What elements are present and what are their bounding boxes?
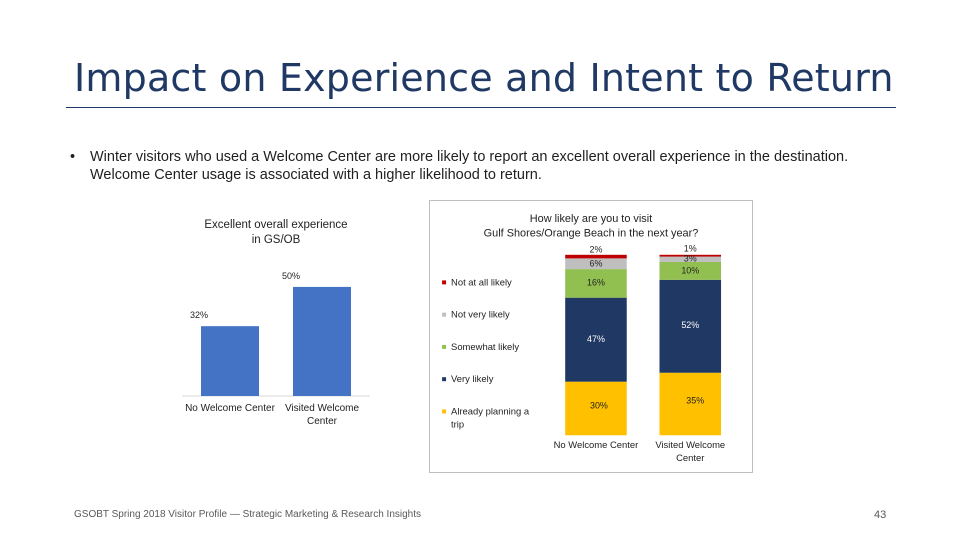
chart2-segment [565,254,627,259]
chart2-segment-label: 30% [590,400,608,410]
chart2-segment-label: 6% [590,259,603,269]
chart1-bar-label: 50% [282,271,300,281]
chart2-legend-swatch [442,280,447,285]
chart2-legend-label: Not very likely [451,309,510,320]
chart1-category-label: Center [307,416,338,427]
chart2-segment [659,372,722,436]
chart1-bar [293,286,351,396]
chart2-segment-label: 10% [681,265,699,275]
page-title: Impact on Experience and Intent to Retur… [74,56,894,100]
page-number: 43 [874,509,887,521]
chart1-bar-label: 32% [190,310,208,320]
bullet-marker: • [70,149,76,165]
chart2-segment-label: 35% [686,396,704,406]
chart2-title-line: Gulf Shores/Orange Beach in the next yea… [484,228,699,240]
chart2-segment [659,256,722,262]
chart2-category-label: Center [676,452,704,463]
chart1-title-line: in GS/OB [252,234,301,246]
chart2-segment-label: 3% [684,254,697,264]
chart2-segment [565,297,627,382]
title-divider [66,107,896,108]
chart2-segment-label: 52% [681,320,699,330]
summary-bullet: • Winter visitors who used a Welcome Cen… [70,148,910,184]
chart1-bar [201,326,259,396]
chart2-title-line: How likely are you to visit [530,213,652,225]
chart2-legend-label: Not at all likely [451,276,512,287]
chart2-legend-label: trip [451,418,464,429]
chart2-segment-label: 16% [587,277,605,287]
chart2-segment [565,258,627,270]
chart1-category-label: No Welcome Center [185,403,276,414]
chart1-category-label: Visited Welcome [285,403,360,414]
chart2-category-label: Visited Welcome [655,439,725,450]
chart2-segment [659,254,722,257]
chart2-segment-label: 47% [587,334,605,344]
footer-text: GSOBT Spring 2018 Visitor Profile — Stra… [74,509,422,520]
chart2-legend-label: Very likely [451,373,494,384]
summary-bullet-text: Winter visitors who used a Welcome Cente… [90,149,849,183]
chart2-segment [565,381,627,436]
chart2-legend-label: Already planning a [451,405,530,416]
chart2-legend-swatch [442,377,447,382]
chart2-legend-label: Somewhat likely [451,341,519,352]
chart2-segment [565,269,627,298]
intent-to-return-chart: How likely are you to visit Gulf Shores/O… [429,200,753,473]
chart2-legend-swatch [442,344,447,349]
chart2-segment-label: 2% [590,245,603,255]
chart2-segment-label: 1% [684,244,697,254]
chart2-category-label: No Welcome Center [554,439,639,450]
excellent-experience-chart: Excellent overall experience in GS/OB 32% N… [182,219,370,427]
chart1-title-line: Excellent overall experience [204,219,347,231]
chart2-legend-swatch [442,409,447,414]
chart2-segment [659,279,722,373]
chart2-legend-swatch [442,312,447,317]
chart2-segment [659,261,722,280]
